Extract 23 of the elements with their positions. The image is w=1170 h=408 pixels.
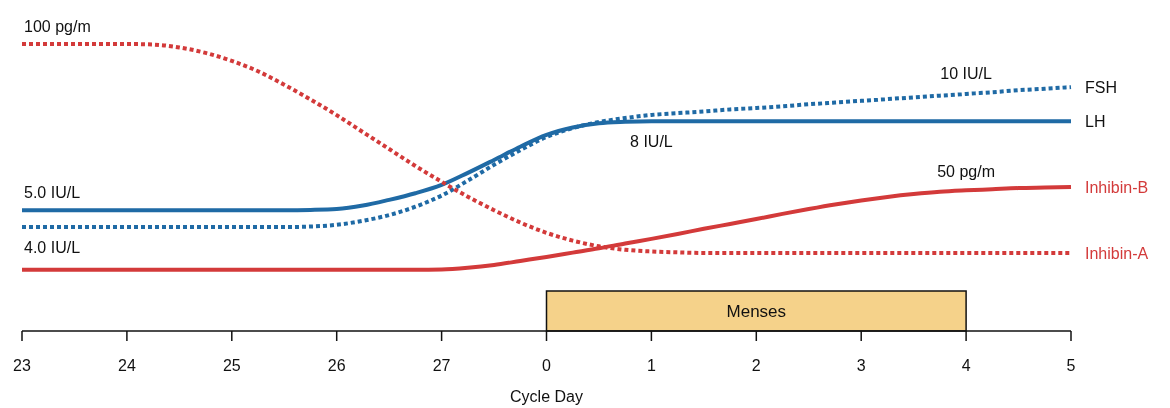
x-tick-label: 3 [856,357,866,374]
series-label: FSH [1085,79,1117,97]
annotation: 10 IU/L [940,65,992,83]
annotation: 5.0 IU/L [24,184,81,202]
x-tick-label: 23 [13,357,31,374]
annotation: 8 IU/L [630,133,673,151]
series-label: Inhibin-A [1085,244,1149,262]
annotation: 50 pg/m [937,162,996,180]
x-tick-label: 27 [432,357,451,374]
x-tick-label: 26 [327,357,346,374]
x-tick-label: 2 [751,357,761,374]
x-tick-label: 25 [222,357,241,374]
x-axis-title: Cycle Day [510,388,583,405]
annotation: 100 pg/m [24,18,91,35]
series-label: LH [1085,113,1106,131]
x-tick-label: 5 [1066,357,1076,374]
series-label: Inhibin-B [1085,178,1149,196]
x-tick-label: 4 [961,357,971,374]
band-label: Menses [726,302,787,321]
x-tick-label: 1 [646,357,656,374]
x-tick-label: 0 [542,357,552,374]
annotation: 4.0 IU/L [24,239,81,257]
x-tick-label: 24 [118,357,136,374]
